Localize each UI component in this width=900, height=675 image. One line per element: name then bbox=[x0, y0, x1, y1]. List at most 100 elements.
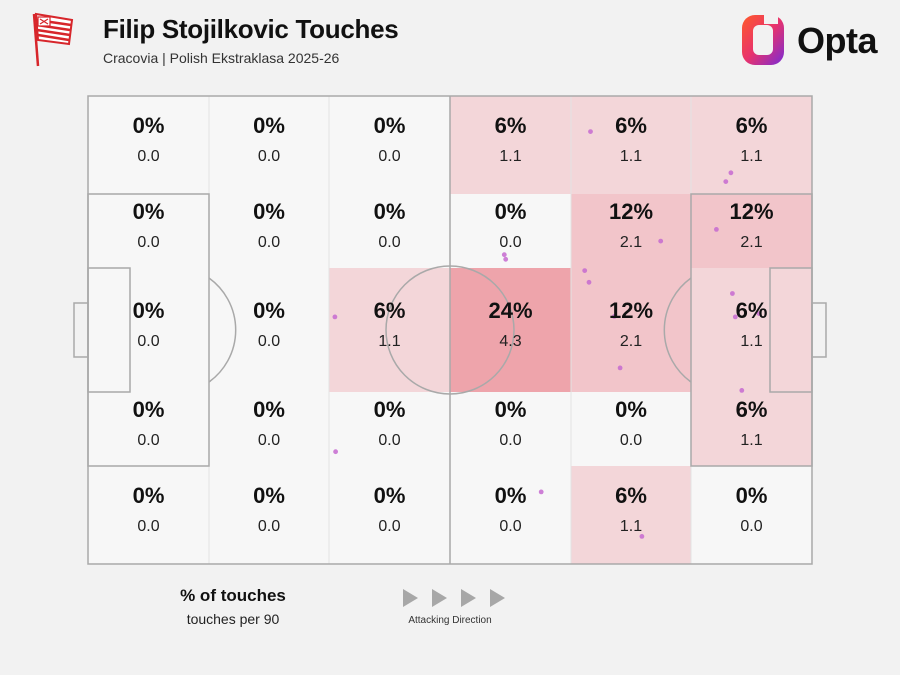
cell-per90: 0.0 bbox=[258, 148, 280, 165]
direction-arrow-icon bbox=[461, 589, 476, 607]
cell-per90: 1.1 bbox=[740, 148, 762, 165]
cell-per90: 0.0 bbox=[137, 148, 159, 165]
heatmap-cell bbox=[691, 96, 812, 194]
touch-dot bbox=[639, 534, 645, 539]
cell-per90: 0.0 bbox=[499, 518, 521, 535]
cell-percentage: 6% bbox=[736, 397, 768, 422]
touch-dot bbox=[333, 449, 338, 455]
cell-percentage: 0% bbox=[133, 483, 165, 508]
heatmap-cell bbox=[450, 466, 571, 564]
heatmap-cells bbox=[88, 96, 812, 564]
heatmap-cell bbox=[450, 96, 571, 194]
direction-arrow-icon bbox=[403, 589, 418, 607]
touch-dot bbox=[503, 256, 509, 262]
cell-per90: 0.0 bbox=[258, 234, 280, 251]
cell-percentage: 6% bbox=[495, 113, 527, 138]
touch-dot bbox=[611, 314, 617, 319]
center-circle bbox=[385, 265, 515, 395]
cell-percentage: 24% bbox=[488, 298, 532, 323]
cell-percentage: 0% bbox=[133, 199, 165, 224]
touch-dot bbox=[582, 268, 588, 273]
touch-dot bbox=[714, 227, 719, 232]
touch-dot bbox=[332, 314, 338, 320]
cell-per90: 4.3 bbox=[499, 333, 521, 350]
left-penalty-arc bbox=[208, 277, 237, 383]
heatmap-cell bbox=[329, 466, 450, 564]
brand-logo: Opta bbox=[740, 12, 885, 68]
chart-title: Filip Stojilkovic Touches bbox=[103, 14, 399, 44]
direction-arrow-icon bbox=[432, 589, 447, 607]
cell-percentage: 0% bbox=[133, 397, 165, 422]
touch-dot bbox=[538, 489, 544, 495]
cracovia-crest-icon bbox=[32, 12, 74, 67]
cell-per90: 0.0 bbox=[258, 518, 280, 535]
cell-per90: 0.0 bbox=[378, 518, 400, 535]
cell-percentage: 0% bbox=[133, 298, 165, 323]
cell-per90: 0.0 bbox=[378, 432, 400, 449]
heatmap-cell bbox=[691, 466, 812, 564]
heatmap-cell bbox=[571, 466, 691, 564]
cell-percentage: 6% bbox=[615, 113, 647, 138]
cell-percentage: 0% bbox=[133, 113, 165, 138]
cell-per90: 0.0 bbox=[258, 333, 280, 350]
cell-per90: 0.0 bbox=[740, 518, 762, 535]
heatmap-cell bbox=[450, 268, 571, 392]
cell-per90: 1.1 bbox=[740, 333, 762, 350]
cell-percentage: 6% bbox=[736, 113, 768, 138]
right-penalty-arc bbox=[663, 277, 692, 383]
brand-name: Opta bbox=[797, 20, 878, 61]
heatmap-cell bbox=[88, 466, 209, 564]
attacking-direction-label: Attacking Direction bbox=[408, 615, 492, 626]
heatmap-cell bbox=[329, 96, 450, 194]
heatmap-cell bbox=[571, 194, 691, 268]
cell-per90: 0.0 bbox=[499, 432, 521, 449]
touch-dot bbox=[730, 291, 735, 296]
touch-dot bbox=[756, 311, 762, 316]
cell-per90: 1.1 bbox=[740, 432, 762, 449]
cell-percentage: 0% bbox=[495, 483, 527, 508]
cell-percentage: 0% bbox=[495, 199, 527, 224]
cell-per90: 1.1 bbox=[499, 148, 521, 165]
heatmap-cell bbox=[691, 392, 812, 466]
cell-per90: 2.1 bbox=[740, 234, 762, 251]
cell-percentage: 0% bbox=[374, 483, 406, 508]
cell-per90: 0.0 bbox=[258, 432, 280, 449]
legend-metric-sub: touches per 90 bbox=[186, 611, 280, 627]
heatmap-cell bbox=[691, 268, 812, 392]
cell-per90: 1.1 bbox=[378, 333, 400, 350]
cell-per90: 1.1 bbox=[620, 518, 642, 535]
cell-per90: 2.1 bbox=[620, 234, 642, 251]
cell-per90: 1.1 bbox=[620, 148, 642, 165]
cell-percentage: 0% bbox=[374, 397, 406, 422]
cell-per90: 0.0 bbox=[137, 518, 159, 535]
cell-percentage: 0% bbox=[495, 397, 527, 422]
pitch-heatmap: 0% 0.0 0% 0.0 0% 0.0 6% 1.1 6% 1.1 6% 1.1 0% 0.0 0% 0.0… bbox=[73, 95, 827, 565]
cell-percentage: 0% bbox=[253, 298, 285, 323]
heatmap-cell bbox=[691, 194, 812, 268]
cell-per90: 0.0 bbox=[378, 148, 400, 165]
cell-percentage: 6% bbox=[615, 483, 647, 508]
touch-dots bbox=[332, 129, 762, 539]
cell-per90: 0.0 bbox=[137, 432, 159, 449]
heatmap-cell bbox=[209, 96, 329, 194]
cell-per90: 0.0 bbox=[137, 333, 159, 350]
right-goal bbox=[811, 302, 827, 358]
touch-dot bbox=[658, 238, 664, 244]
cell-percentage: 0% bbox=[253, 483, 285, 508]
cell-per90: 0.0 bbox=[137, 234, 159, 251]
heatmap-cell bbox=[209, 466, 329, 564]
touch-dot bbox=[501, 252, 507, 258]
cell-per90: 2.1 bbox=[620, 333, 642, 350]
cell-percentage: 0% bbox=[253, 113, 285, 138]
cell-per90: 0.0 bbox=[620, 432, 642, 449]
heatmap-cell bbox=[571, 268, 691, 392]
direction-arrow-icon bbox=[490, 589, 505, 607]
heatmap-cell bbox=[571, 96, 691, 194]
touch-dot bbox=[588, 129, 593, 135]
cell-percentage: 6% bbox=[736, 298, 768, 323]
cell-percentage: 0% bbox=[736, 483, 768, 508]
cell-percentage: 0% bbox=[615, 397, 647, 422]
cell-grid bbox=[208, 96, 692, 564]
cell-percentage: 12% bbox=[729, 199, 773, 224]
legend-metric-label: % of touches bbox=[180, 586, 286, 605]
